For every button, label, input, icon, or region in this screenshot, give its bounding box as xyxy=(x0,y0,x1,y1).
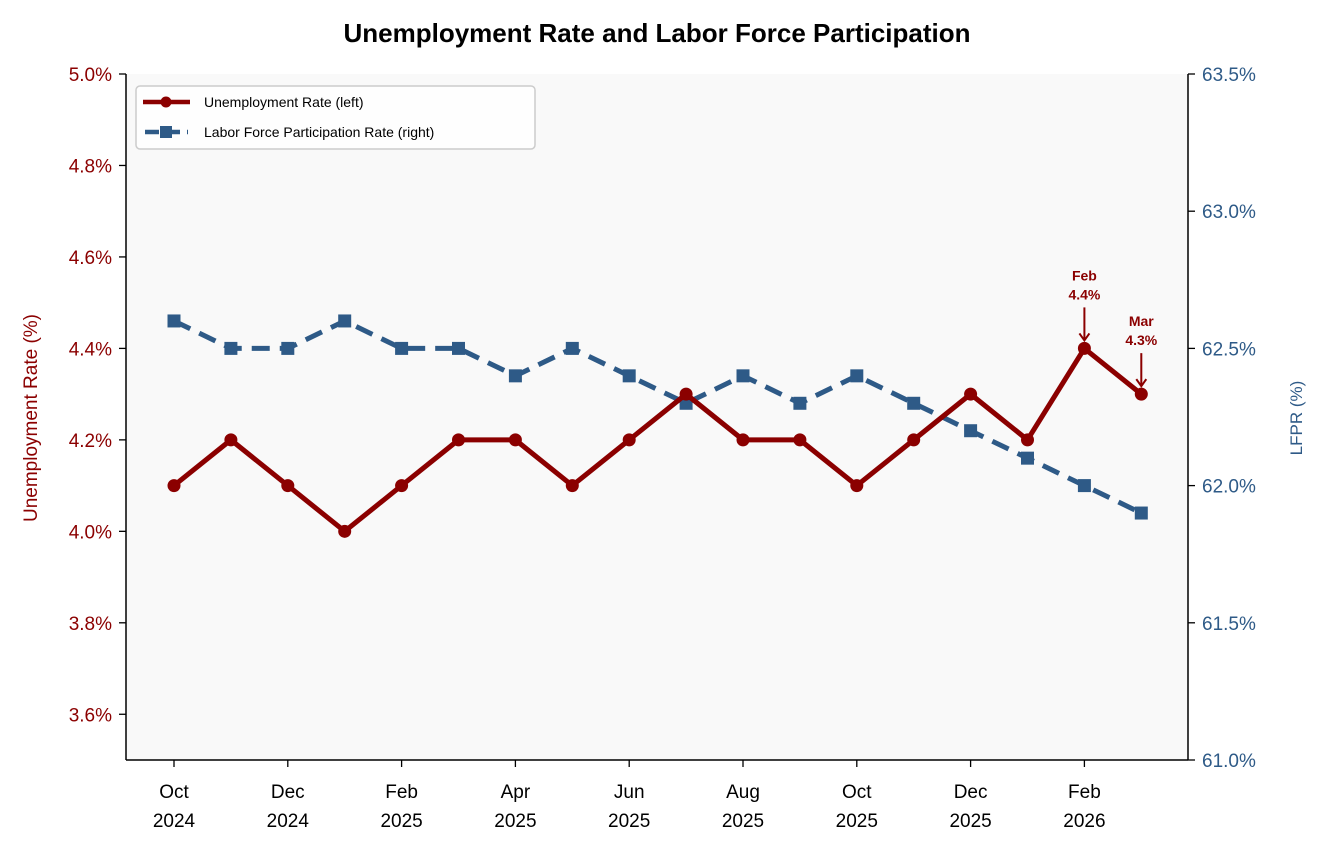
y-tick-label-left: 5.0% xyxy=(69,65,112,86)
lfpr-point xyxy=(736,369,750,383)
lfpr-point xyxy=(622,369,636,383)
unemployment-point xyxy=(508,433,522,447)
y-tick-label-right: 61.0% xyxy=(1202,751,1256,772)
x-tick-label-year: 2025 xyxy=(494,811,536,832)
y-tick-label-right: 61.5% xyxy=(1202,614,1256,635)
unemployment-point xyxy=(281,479,295,493)
y-tick-label-right: 63.0% xyxy=(1202,202,1256,223)
x-tick-label-year: 2024 xyxy=(153,811,196,832)
x-tick-label-month: Oct xyxy=(159,782,189,803)
unemployment-point xyxy=(622,433,636,447)
legend-label-unemployment: Unemployment Rate (left) xyxy=(204,94,364,110)
legend-marker-square-icon xyxy=(160,126,172,138)
unemployment-point xyxy=(1134,387,1148,401)
unemployment-point xyxy=(395,479,409,493)
x-tick-label-month: Dec xyxy=(954,782,988,803)
annotations: Feb 4.4% Mar 4.3% xyxy=(1068,267,1158,388)
lfpr-point xyxy=(679,396,693,410)
lfpr-point xyxy=(508,369,522,383)
lfpr-point xyxy=(1077,479,1091,493)
x-tick-label-month: Feb xyxy=(385,782,418,803)
unemployment-point xyxy=(452,433,465,447)
lfpr-point xyxy=(167,314,181,328)
x-tick-label-year: 2026 xyxy=(1063,811,1105,832)
legend-box xyxy=(135,85,536,150)
lfpr-point xyxy=(793,396,807,410)
y-tick-label-right: 63.5% xyxy=(1202,65,1256,86)
unemployment-point xyxy=(793,433,807,447)
lfpr-point xyxy=(850,369,864,383)
lfpr-point xyxy=(565,341,579,355)
annotation-arrowhead-icon xyxy=(1135,378,1148,388)
unemployment-point xyxy=(224,433,238,447)
x-tick-label-month: Feb xyxy=(1068,782,1101,803)
legend-marker-circle-icon xyxy=(160,96,172,108)
lfpr-point xyxy=(281,341,295,355)
y-tick-label-left: 4.6% xyxy=(69,248,112,269)
y-tick-label-left: 4.0% xyxy=(69,522,112,543)
lfpr-point xyxy=(1021,451,1034,465)
y-axis-label-right: LFPR (%) xyxy=(1287,381,1306,456)
lfpr-point xyxy=(452,341,465,355)
legend-item-lfpr: Labor Force Participation Rate (right) xyxy=(145,124,434,140)
lfpr-point xyxy=(338,314,352,328)
lfpr-point xyxy=(224,341,238,355)
unemployment-point xyxy=(850,479,864,493)
x-tick-label-year: 2025 xyxy=(836,811,878,832)
y-tick-label-left: 4.8% xyxy=(69,156,112,177)
unemployment-point xyxy=(1077,341,1091,355)
y-axis-label-left: Unemployment Rate (%) xyxy=(21,314,42,522)
unemployment-point xyxy=(1021,433,1034,447)
x-tick-label-month: Dec xyxy=(271,782,305,803)
annotation-label-month: Feb xyxy=(1072,267,1097,283)
lfpr-point xyxy=(1134,506,1148,520)
legend-item-unemployment: Unemployment Rate (left) xyxy=(143,94,364,110)
unemployment-point xyxy=(679,387,693,401)
x-tick-label-year: 2025 xyxy=(722,811,764,832)
series-layer xyxy=(167,314,1148,538)
lfpr-point xyxy=(907,396,921,410)
legend: Unemployment Rate (left) Labor Force Par… xyxy=(135,85,536,150)
unemployment-point xyxy=(964,387,978,401)
unemployment-point xyxy=(338,524,352,538)
unemployment-point xyxy=(565,479,579,493)
x-tick-label-year: 2025 xyxy=(949,811,991,832)
unemployment-point xyxy=(167,479,181,493)
x-tick-label-month: Jun xyxy=(614,782,645,803)
legend-label-lfpr: Labor Force Participation Rate (right) xyxy=(204,124,434,140)
y-tick-label-left: 3.6% xyxy=(69,705,112,726)
y-tick-label-left: 4.4% xyxy=(69,339,112,360)
x-tick-label-year: 2024 xyxy=(267,811,310,832)
unemployment-line xyxy=(172,345,1143,534)
unemployment-point xyxy=(736,433,750,447)
y-tick-label-left: 3.8% xyxy=(69,614,112,635)
x-tick-label-year: 2025 xyxy=(608,811,650,832)
y-tick-label-right: 62.5% xyxy=(1202,339,1256,360)
x-tick-label-year: 2025 xyxy=(380,811,422,832)
y-tick-label-right: 62.0% xyxy=(1202,477,1256,498)
lfpr-point xyxy=(395,341,409,355)
x-tick-label-month: Oct xyxy=(842,782,872,803)
lfpr-line xyxy=(172,318,1143,516)
x-tick-label-month: Apr xyxy=(501,782,531,803)
unemployment-point xyxy=(907,433,921,447)
x-tick-label-month: Aug xyxy=(726,782,760,803)
annotation-label-value: 4.4% xyxy=(1068,286,1100,302)
annotation-label-value: 4.3% xyxy=(1125,332,1157,348)
axes: 3.6% 3.8% 4.0% 4.2% 4.4% 4.6% 4.8% 5.0% 61.0% 61.… xyxy=(69,65,1256,832)
lfpr-point xyxy=(964,424,978,438)
annotation-arrowhead-icon xyxy=(1078,332,1091,343)
y-tick-label-left: 4.2% xyxy=(69,431,112,452)
chart-title: Unemployment Rate and Labor Force Partic… xyxy=(344,18,971,48)
annotation-label-month: Mar xyxy=(1129,313,1154,329)
